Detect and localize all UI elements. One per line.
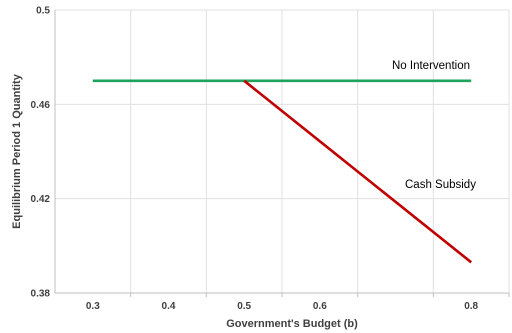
x-tick-label: 0.6: [313, 301, 327, 312]
x-tick-label: 0.8: [464, 301, 478, 312]
series-labels: No Intervention Cash Subsidy: [392, 60, 476, 191]
series-label-cash-subsidy: Cash Subsidy: [405, 179, 476, 191]
x-axis-title: Government's Budget (b): [226, 318, 358, 330]
y-tick-label: 0.42: [31, 194, 51, 205]
y-tick-label: 0.46: [31, 100, 51, 111]
y-tick-label: 0.5: [36, 6, 50, 17]
x-tick-label: 0.5: [237, 301, 251, 312]
gridlines: [55, 9, 510, 297]
axes: [54, 10, 509, 294]
x-tick-label: 0.3: [86, 301, 100, 312]
y-axis-title: Equilibrium Period 1 Quantity: [11, 73, 23, 229]
series-label-no-intervention: No Intervention: [392, 60, 470, 72]
series-line-cash-subsidy: [243, 79, 473, 264]
tick-labels: 0.38 0.42 0.46 0.5 0.3 0.4 0.5 0.6 0.8: [31, 6, 479, 313]
series-lines: [92, 79, 473, 264]
y-tick-label: 0.38: [31, 289, 51, 300]
x-tick-label: 0.4: [162, 301, 176, 312]
